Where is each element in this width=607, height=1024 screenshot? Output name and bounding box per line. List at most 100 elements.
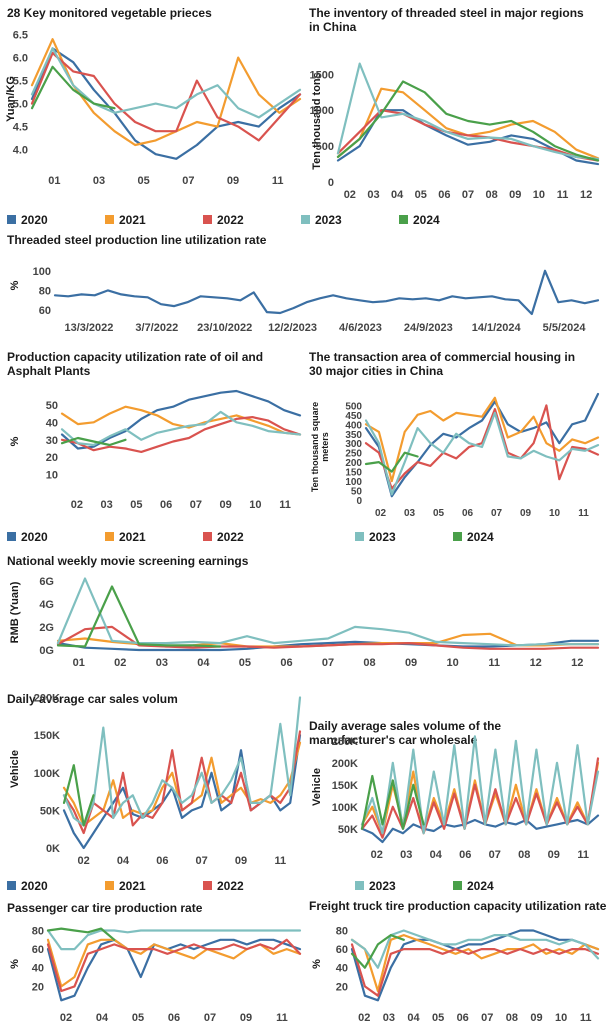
x-tick-label: 11 <box>488 657 500 669</box>
chart-title: National weekly movie screening earnings <box>7 554 249 568</box>
series-line-2022 <box>364 404 600 490</box>
x-tick-label: 13/3/2022 <box>64 322 113 334</box>
x-tick-label: 3/7/2022 <box>135 322 178 334</box>
chart-title: Production capacity utilization rate of … <box>7 350 263 364</box>
x-tick-label: 09 <box>530 1012 542 1024</box>
legend-swatch <box>453 532 462 541</box>
series-line-2022 <box>336 109 600 162</box>
y-tick-label: 100K <box>34 768 60 780</box>
x-tick-label: 06 <box>462 508 474 519</box>
series-line-2024 <box>364 451 419 473</box>
y-tick-label: 10 <box>46 470 58 482</box>
x-tick-label: 03 <box>383 1012 395 1024</box>
chart-title: Daily average car sales volum <box>7 692 178 706</box>
legend-label: 2023 <box>369 879 396 893</box>
y-tick-label: 50 <box>351 487 363 498</box>
y-tick-label: 80 <box>39 285 51 297</box>
y-tick-label: 5.5 <box>13 76 28 88</box>
legend-label: 2020 <box>21 530 48 544</box>
chart-title: Freight truck tire production capacity u… <box>309 899 607 913</box>
series-line-2023 <box>56 577 600 647</box>
x-tick-label: 11 <box>272 175 284 187</box>
x-tick-label: 02 <box>60 1012 72 1024</box>
chart-asphalt: Production capacity utilization rate of … <box>7 350 302 511</box>
legend-car-left: 2020 2021 2022 <box>7 879 244 893</box>
y-axis-label: % <box>9 280 21 290</box>
chart-title: Asphalt Plants <box>7 364 91 378</box>
x-tick-label: 5/5/2024 <box>543 322 587 334</box>
y-tick-label: 40 <box>32 963 44 975</box>
series-line-2023 <box>364 411 600 496</box>
series-line-2024 <box>46 927 116 941</box>
chart-title: Threaded steel production line utilizati… <box>7 233 267 247</box>
x-tick-label: 09 <box>548 849 560 861</box>
series-line-2021 <box>350 933 600 993</box>
legend-swatch <box>105 532 114 541</box>
legend-mid-left: 2020 2021 2022 <box>7 530 244 544</box>
legend-swatch <box>7 215 16 224</box>
x-tick-label: 24/9/2023 <box>404 322 453 334</box>
y-tick-label: 80 <box>32 925 44 937</box>
chart-title: Passenger car tire production rate <box>7 901 203 915</box>
x-tick-label: 01 <box>73 657 85 669</box>
x-tick-label: 03 <box>156 657 168 669</box>
series-line-2020 <box>360 814 600 844</box>
y-tick-label: 20 <box>336 981 348 993</box>
series-line-2022 <box>350 943 600 997</box>
series-line-2024 <box>62 764 95 827</box>
y-tick-label: 60 <box>39 305 51 317</box>
legend-swatch <box>105 215 114 224</box>
y-axis-label: Ten thousand square <box>310 402 320 492</box>
y-tick-label: 1500 <box>310 69 334 81</box>
x-tick-label: 04 <box>197 657 210 669</box>
chart-steelinv: The inventory of threaded steel in major… <box>309 6 600 201</box>
x-tick-label: 06 <box>280 657 292 669</box>
x-tick-label: 11 <box>276 1012 288 1024</box>
x-tick-label: 08 <box>363 657 375 669</box>
x-tick-label: 05 <box>132 1012 144 1024</box>
x-tick-label: 09 <box>240 1012 252 1024</box>
x-tick-label: 02 <box>371 849 383 861</box>
x-tick-label: 04 <box>117 855 130 867</box>
chart-title: 28 Key monitored vegetable prieces <box>7 6 212 20</box>
chart-veg: 28 Key monitored vegetable prieces Yuan/K… <box>5 6 302 187</box>
x-tick-label: 05 <box>130 499 142 511</box>
x-tick-label: 02 <box>375 508 387 519</box>
x-tick-label: 11 <box>577 849 589 861</box>
y-tick-label: 50K <box>338 824 358 836</box>
y-tick-label: 150 <box>345 468 362 479</box>
x-tick-label: 07 <box>190 499 202 511</box>
series-line-2023 <box>30 47 302 119</box>
legend-label: 2024 <box>413 213 440 227</box>
x-tick-label: 04 <box>96 1012 109 1024</box>
x-tick-label: 07 <box>196 855 208 867</box>
legend-label: 2023 <box>369 530 396 544</box>
series-line-2020 <box>364 392 600 498</box>
x-tick-label: 03 <box>93 175 105 187</box>
x-tick-label: 06 <box>160 499 172 511</box>
chart-passtire: Passenger car tire production rate% 20 40 6… <box>7 901 302 1024</box>
y-tick-label: 0 <box>356 496 362 507</box>
series-line-2020 <box>30 47 302 160</box>
y-tick-label: 4G <box>39 599 54 611</box>
x-tick-label: 08 <box>506 1012 518 1024</box>
series-line-2022 <box>30 51 302 142</box>
series-line-2023 <box>60 410 302 447</box>
y-tick-label: 50 <box>46 400 58 412</box>
x-tick-label: 12/2/2023 <box>268 322 317 334</box>
y-tick-label: 100 <box>345 477 362 488</box>
x-tick-label: 03 <box>101 499 113 511</box>
legend-swatch <box>7 532 16 541</box>
chart-movie: National weekly movie screening earnings… <box>7 554 600 669</box>
legend-swatch <box>203 881 212 890</box>
y-tick-label: 300 <box>345 439 362 450</box>
legend-swatch <box>355 532 364 541</box>
x-tick-label: 03 <box>367 189 379 201</box>
x-tick-label: 11 <box>580 1012 592 1024</box>
chart-housing: The transaction area of commercial housi… <box>309 350 600 519</box>
y-axis-label: % <box>311 959 323 969</box>
x-tick-label: 07 <box>182 175 194 187</box>
x-tick-label: 06 <box>457 1012 469 1024</box>
legend-label: 2021 <box>119 879 146 893</box>
x-tick-label: 07 <box>204 1012 216 1024</box>
